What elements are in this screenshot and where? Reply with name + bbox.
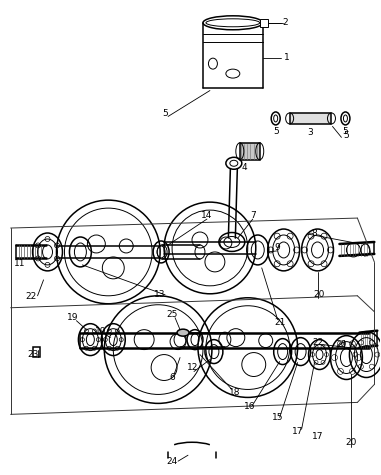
Text: 8: 8 — [312, 228, 317, 238]
Text: 22: 22 — [25, 292, 36, 301]
Text: 3: 3 — [308, 128, 314, 137]
Text: 11: 11 — [14, 259, 26, 268]
Text: 4: 4 — [242, 163, 248, 172]
Text: 19: 19 — [67, 313, 78, 322]
Text: 1: 1 — [284, 53, 290, 62]
Text: 24: 24 — [166, 456, 178, 466]
Text: 19: 19 — [94, 327, 106, 336]
Text: 16: 16 — [244, 402, 256, 411]
Text: 6: 6 — [169, 373, 175, 382]
Text: 9: 9 — [275, 244, 280, 252]
Text: 5: 5 — [162, 109, 168, 118]
Bar — [290, 114, 331, 124]
Text: 13: 13 — [154, 290, 166, 299]
Text: 7: 7 — [250, 210, 256, 219]
Text: 17: 17 — [292, 427, 303, 436]
Text: 20: 20 — [346, 438, 357, 447]
Text: 5: 5 — [343, 127, 348, 136]
Text: 5: 5 — [273, 127, 279, 136]
Text: 14: 14 — [201, 210, 213, 219]
Text: 20: 20 — [336, 340, 347, 349]
Bar — [260, 19, 268, 27]
Ellipse shape — [177, 329, 189, 336]
Text: 15: 15 — [272, 413, 283, 422]
Text: 23: 23 — [27, 350, 38, 359]
Text: 22: 22 — [312, 338, 323, 347]
Text: 2: 2 — [283, 18, 288, 27]
Bar — [33, 347, 40, 357]
Text: 17: 17 — [312, 432, 323, 441]
Text: 18: 18 — [229, 388, 240, 397]
Text: 12: 12 — [187, 363, 199, 372]
Text: 20: 20 — [314, 290, 325, 299]
Text: 25: 25 — [166, 310, 178, 319]
Text: 5: 5 — [344, 131, 349, 140]
Bar — [240, 143, 260, 160]
Text: 21: 21 — [274, 318, 285, 327]
